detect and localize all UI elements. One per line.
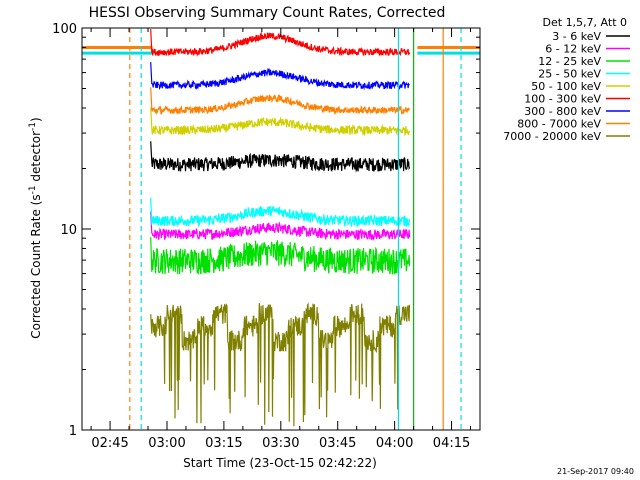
series-trace-0 — [150, 141, 411, 173]
x-tick-label: 04:00 — [376, 436, 413, 451]
series-trace-6 — [150, 62, 410, 91]
x-tick-label: 02:45 — [91, 436, 128, 451]
legend-label: 50 - 100 keV — [531, 80, 601, 93]
y-axis-label: Corrected Count Rate (s-1 detector-1) — [28, 117, 43, 338]
series-trace-4 — [150, 107, 411, 137]
legend-label: 12 - 25 keV — [538, 55, 601, 68]
legend-label: 100 - 300 keV — [524, 93, 601, 106]
x-tick-label: 03:30 — [262, 436, 299, 451]
legend-label: 25 - 50 keV — [538, 68, 601, 81]
legend-label: 6 - 12 keV — [545, 43, 601, 56]
x-tick-label: 03:15 — [205, 436, 242, 451]
axes: 1 10 100 02:45 03:00 03:15 03:30 03:45 04:00 04:1… — [52, 22, 481, 451]
legend-label: 800 - 7000 keV — [517, 118, 601, 131]
legend-label: 300 - 800 keV — [524, 105, 601, 118]
x-tick-label: 04:15 — [433, 436, 470, 451]
series-trace-7 — [150, 87, 410, 115]
legend-title: Det 1,5,7, Att 0 — [543, 16, 627, 29]
series-trace-3 — [150, 197, 411, 228]
y-tick-label: 1 — [69, 424, 77, 439]
legend-label: 3 - 6 keV — [552, 30, 601, 43]
y-tick-label: 100 — [52, 22, 77, 37]
series-trace-5 — [150, 29, 411, 58]
plot-area — [82, 28, 480, 430]
plot-content — [82, 28, 480, 430]
series-trace-1 — [150, 211, 411, 241]
x-tick-label: 03:00 — [148, 436, 185, 451]
y-axis-label-text: Corrected Count Rate (s-1 detector-1) — [28, 117, 43, 338]
timestamp: 21-Sep-2017 09:40 — [557, 467, 634, 476]
series-trace-8 — [150, 302, 411, 427]
series-trace-2 — [150, 237, 411, 275]
x-tick-label: 03:45 — [319, 436, 356, 451]
y-tick-label: 10 — [60, 223, 77, 238]
legend-label: 7000 - 20000 keV — [503, 130, 601, 143]
x-axis-label: Start Time (23-Oct-15 02:42:22) — [183, 456, 377, 470]
chart-title: HESSI Observing Summary Count Rates, Cor… — [89, 5, 446, 21]
